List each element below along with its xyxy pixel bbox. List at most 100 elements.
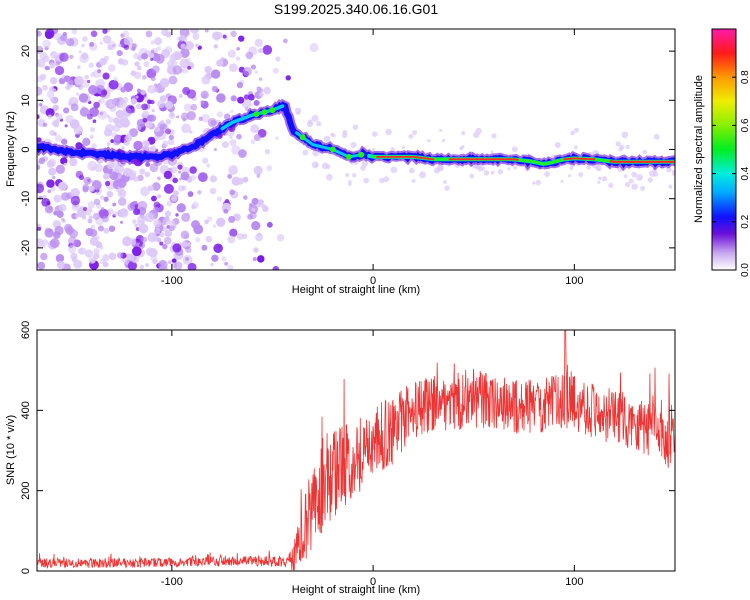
- noise-blob: [54, 225, 64, 236]
- noise-blob: [38, 157, 46, 165]
- noise-blob: [145, 120, 153, 129]
- noise-blob: [70, 103, 79, 112]
- noise-blob: [191, 201, 200, 209]
- ridge-core-red: [563, 157, 596, 161]
- noise-blob: [153, 87, 158, 93]
- noise-blob: [167, 260, 172, 265]
- noise-blob: [263, 86, 271, 95]
- noise-blob: [229, 135, 233, 140]
- noise-blob: [104, 180, 111, 187]
- noise-blob: [177, 164, 183, 170]
- noise-blob: [83, 176, 92, 185]
- noise-blob: [150, 100, 155, 105]
- noise-blob: [207, 216, 213, 222]
- ridge-core-cyan: [295, 131, 365, 159]
- colorbar-tick-label: 0.0: [740, 263, 750, 277]
- noise-blob: [154, 53, 159, 58]
- noise-blob: [162, 243, 168, 250]
- noise-blob: [200, 100, 205, 105]
- noise-blob: [102, 254, 110, 262]
- noise-blob: [625, 144, 630, 150]
- noise-blob: [253, 99, 260, 106]
- noise-blob: [648, 170, 656, 177]
- noise-blob: [532, 181, 536, 185]
- bottom-x-axis-label: Height of straight line (km): [292, 584, 420, 596]
- noise-blob: [85, 227, 94, 236]
- noise-blob: [473, 131, 480, 139]
- noise-blob: [63, 223, 73, 233]
- noise-blob: [42, 244, 46, 248]
- noise-blob: [171, 258, 177, 264]
- noise-blob: [141, 103, 148, 111]
- noise-blob: [618, 147, 623, 152]
- ridge-spot: [253, 111, 260, 118]
- noise-blob: [49, 238, 60, 249]
- top-y-tick-label: 20: [20, 45, 32, 57]
- noise-blob: [125, 134, 133, 142]
- top-x-tick-label: 0: [370, 275, 376, 287]
- noise-blob: [243, 195, 248, 200]
- noise-blob: [171, 60, 178, 67]
- noise-blob: [120, 86, 127, 93]
- noise-blob: [145, 161, 151, 167]
- noise-blob: [54, 65, 65, 76]
- noise-blob: [257, 232, 262, 237]
- noise-blob: [490, 170, 495, 175]
- noise-blob: [63, 162, 67, 167]
- noise-blob: [668, 184, 673, 189]
- noise-blob: [227, 235, 236, 244]
- noise-blob: [63, 107, 70, 114]
- noise-blob: [156, 176, 161, 181]
- bottom-x-tick-label: 100: [565, 576, 583, 588]
- noise-blob: [133, 200, 138, 205]
- noise-blob: [103, 227, 110, 234]
- noise-blob: [621, 131, 629, 139]
- noise-blob: [86, 113, 93, 120]
- noise-blob: [507, 167, 511, 171]
- noise-blob: [58, 77, 66, 85]
- noise-blob: [229, 139, 237, 147]
- noise-blob: [103, 196, 109, 202]
- noise-blob: [172, 243, 182, 253]
- noise-blob: [122, 236, 132, 247]
- noise-blob: [140, 186, 150, 197]
- noise-blob: [69, 157, 78, 167]
- noise-blob: [76, 211, 82, 216]
- noise-blob: [47, 114, 52, 119]
- noise-blob: [221, 141, 229, 149]
- noise-blob: [191, 220, 200, 229]
- noise-blob: [168, 225, 175, 232]
- noise-blob: [42, 84, 48, 91]
- noise-blob: [135, 103, 142, 110]
- noise-blob: [631, 183, 638, 190]
- noise-blob: [221, 256, 227, 262]
- noise-blob: [106, 190, 114, 198]
- noise-blob: [152, 258, 158, 265]
- noise-blob: [243, 94, 250, 100]
- noise-blob: [82, 183, 90, 191]
- snr-frame: [36, 329, 676, 572]
- top-x-tick-label: 100: [565, 275, 583, 287]
- noise-blob: [52, 105, 57, 109]
- noise-blob: [117, 58, 125, 65]
- noise-blob: [59, 181, 66, 188]
- noise-blob: [42, 122, 48, 128]
- noise-blob: [477, 166, 483, 172]
- noise-blob: [37, 238, 44, 248]
- noise-blob: [439, 128, 443, 132]
- ridge-spot: [299, 134, 306, 141]
- top-y-tick-label: -20: [20, 240, 32, 256]
- noise-blob: [195, 43, 199, 48]
- noise-blob: [93, 248, 100, 255]
- bottom-x-ticks: -100 0 100: [161, 330, 584, 588]
- noise-blob: [264, 149, 271, 155]
- noise-blob: [50, 186, 56, 192]
- chart-title: S199.2025.340.06.16.G01: [274, 1, 438, 17]
- noise-blob: [205, 235, 213, 243]
- noise-blob: [497, 168, 504, 175]
- colorbar-tick-label: 0.2: [740, 214, 750, 228]
- noise-blob: [197, 190, 202, 195]
- noise-blob: [144, 212, 155, 223]
- noise-blob: [81, 43, 85, 48]
- noise-blob: [202, 157, 209, 164]
